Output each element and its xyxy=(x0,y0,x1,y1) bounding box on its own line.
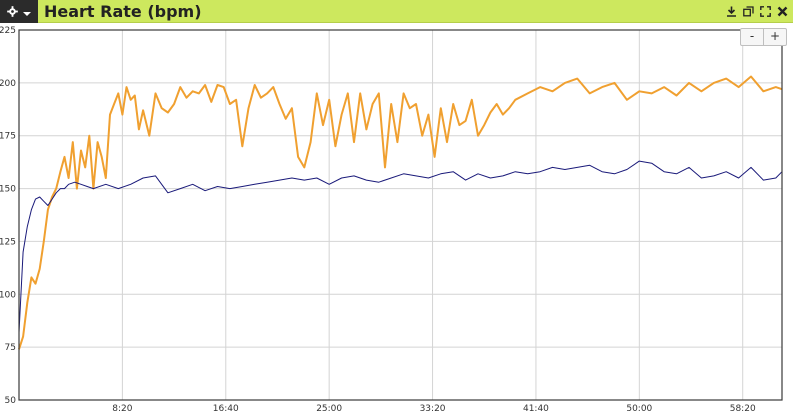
y-tick-label: 200 xyxy=(0,79,16,89)
x-tick-label: 8:20 xyxy=(112,404,132,414)
x-tick-label: 50:00 xyxy=(626,404,652,414)
plot-frame xyxy=(18,29,783,401)
series-line-navy xyxy=(18,160,783,333)
fullscreen-icon[interactable] xyxy=(759,5,772,18)
zoom-out-button[interactable]: - xyxy=(749,29,755,43)
y-tick-label: 75 xyxy=(5,343,16,353)
chevron-down-icon xyxy=(23,2,31,21)
heart-rate-chart: 50 75 100 125 150 175 200 225 8:20 16:40 25:00 33:… xyxy=(0,26,783,414)
y-tick-label: 225 xyxy=(0,26,16,36)
popout-icon[interactable] xyxy=(742,5,755,18)
window-title: Heart Rate (bpm) xyxy=(44,2,202,21)
close-icon[interactable] xyxy=(776,5,789,18)
x-tick-label: 33:20 xyxy=(420,404,446,414)
x-tick-label: 16:40 xyxy=(213,404,239,414)
settings-menu-button[interactable] xyxy=(0,0,38,23)
y-tick-label: 150 xyxy=(0,185,16,195)
download-icon[interactable] xyxy=(725,5,738,18)
zoom-controls: - + xyxy=(740,28,787,46)
window-titlebar: Heart Rate (bpm) xyxy=(0,0,793,23)
y-tick-label: 175 xyxy=(0,132,16,142)
gear-icon xyxy=(7,2,18,21)
y-tick-label: 125 xyxy=(0,237,16,247)
zoom-in-button[interactable]: + xyxy=(763,29,786,45)
y-tick-label: 100 xyxy=(0,290,16,300)
series-line-orange xyxy=(18,75,783,350)
x-tick-label: 41:40 xyxy=(523,404,549,414)
x-tick-label: 58:20 xyxy=(730,404,756,414)
y-tick-label: 50 xyxy=(5,396,17,406)
plot-background xyxy=(19,30,782,400)
x-tick-label: 25:00 xyxy=(316,404,342,414)
